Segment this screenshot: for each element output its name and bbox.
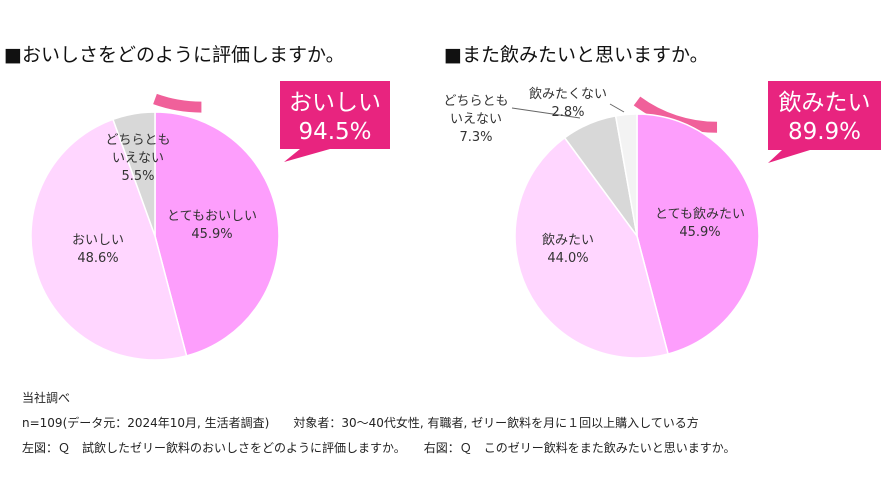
slice-label: どちらとも	[443, 94, 508, 109]
right-chart-title: ■また飲みたいと思いますか。	[444, 44, 709, 66]
slice-label: 2.8%	[551, 105, 584, 120]
pie-slice-4	[614, 113, 638, 237]
callout-box	[280, 81, 390, 149]
note-source: 当社調べ	[22, 391, 71, 405]
pie-slice-2	[514, 136, 669, 359]
slice-label: 7.3%	[459, 130, 492, 145]
slice-label: 44.0%	[547, 251, 588, 266]
slice-label: 45.9%	[679, 225, 720, 240]
slice-label: いえない	[450, 112, 502, 127]
callout-label: おいしい	[289, 90, 381, 116]
slice-label: 5.5%	[121, 169, 154, 184]
callout-label: 飲みたい	[779, 90, 871, 116]
slice-label: いえない	[112, 151, 164, 166]
positive-answer-ring	[153, 93, 202, 113]
callout-percent: 94.5%	[298, 119, 371, 145]
slice-label: おいしい	[72, 233, 124, 248]
slice-leader-line	[511, 107, 581, 119]
slice-label: どちらとも	[105, 133, 170, 148]
slice-label: とてもおいしい	[167, 209, 257, 224]
slice-label: 飲みたくない	[529, 86, 607, 102]
note-questions: 左図：Ｑ 試飲したゼリー飲料のおいしさをどのように評価しますか。 右図：Ｑ この…	[22, 441, 736, 455]
callout-percent: 89.9%	[788, 119, 861, 145]
slice-label: 飲みたい	[542, 232, 594, 248]
survey-notes: 当社調べ n=109(データ元：2024年10月, 生活者調査) 対象者：30～…	[22, 386, 736, 461]
callout-box	[768, 81, 881, 150]
pie-slice-3	[112, 111, 156, 237]
callout-pointer	[284, 149, 330, 162]
note-sample: n=109(データ元：2024年10月, 生活者調査) 対象者：30～40代女性…	[22, 416, 699, 430]
slice-label: 45.9%	[191, 227, 232, 242]
slice-label: とても飲みたい	[655, 206, 745, 222]
callout-pointer	[768, 150, 810, 163]
pie-slice-1	[154, 111, 280, 357]
left-chart-title: ■おいしさをどのように評価しますか。	[4, 44, 345, 66]
slice-label: 48.6%	[77, 251, 118, 266]
pie-slice-1	[636, 113, 760, 355]
pie-slice-2	[30, 118, 188, 361]
slice-leader-line	[609, 103, 625, 113]
